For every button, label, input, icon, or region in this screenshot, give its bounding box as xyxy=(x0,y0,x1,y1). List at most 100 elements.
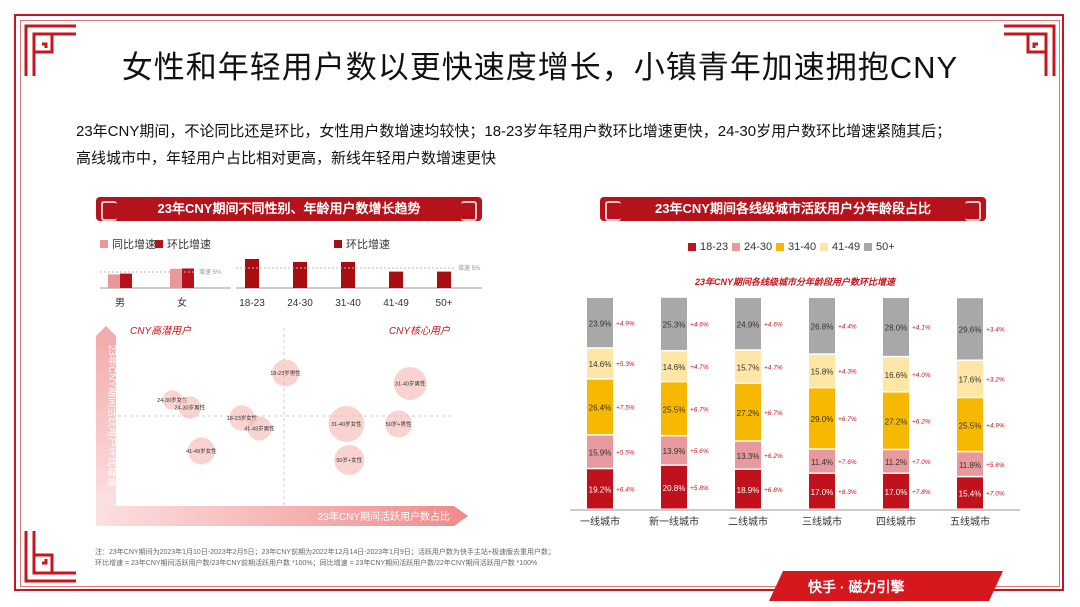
tick-label: 一线城市 xyxy=(580,515,620,528)
bubble-label: 41-49岁女性 xyxy=(186,447,217,455)
legend-swatch xyxy=(155,240,163,248)
growth-label: +5.3% xyxy=(616,361,635,368)
bubble-chart: 23年CNY期间活跃用户数占比 23年CNY期间活跃用户环比增速 CNY高潜用户 CN… xyxy=(96,325,468,526)
growth-label: +6.7% xyxy=(764,410,783,417)
legend-label: 18-23 xyxy=(700,241,729,253)
stack-segment xyxy=(587,348,613,379)
footer-brand: 快手 · 磁力引擎 xyxy=(808,579,905,595)
stack-segment xyxy=(883,392,909,449)
growth-label: +5.8% xyxy=(690,485,709,492)
bubble xyxy=(328,406,365,442)
tick-label: 24-30 xyxy=(287,298,313,309)
segment-value-label: 18.9% xyxy=(737,486,760,495)
growth-label: +3.4% xyxy=(986,327,1005,334)
growth-label: +3.2% xyxy=(986,377,1005,384)
legend-mom-age: 环比增速 xyxy=(334,236,390,252)
stack-segment xyxy=(661,436,687,465)
segment-value-label: 15.7% xyxy=(737,363,760,372)
footnote: 注：23年CNY期间为2023年1月10日-2023年2月5日；23年CNY前期… xyxy=(95,547,595,569)
segment-value-label: 13.9% xyxy=(663,447,686,456)
footnote-line: 环比增速 = 23年CNY期间活跃用户数/23年CNY前期活跃用户数 *100%… xyxy=(95,560,538,567)
bar xyxy=(293,262,307,288)
stack-segment xyxy=(587,469,613,509)
stack-segment xyxy=(957,477,983,509)
segment-value-label: 15.8% xyxy=(811,368,834,377)
growth-label: +7.8% xyxy=(912,489,931,496)
bar xyxy=(245,259,259,288)
tick-label: 男 xyxy=(115,297,125,309)
legend-label: 31-40 xyxy=(788,241,817,253)
bubble-label: 50岁+女性 xyxy=(336,456,362,464)
x-axis-label: 23年CNY期间活跃用户数占比 xyxy=(318,510,450,523)
left-chart-banner: 23年CNY期间不同性别、年龄用户数增长趋势 xyxy=(96,197,482,221)
reference-label: 增速 5% xyxy=(458,264,481,272)
stack-segment xyxy=(587,298,613,348)
bubble xyxy=(178,396,202,419)
stacked-bar-chart: 23年CNY期间各线级城市分年龄段用户数环比增速 19.2% +6.4% 15.9% +… xyxy=(570,277,1020,528)
stack-segment xyxy=(883,473,909,509)
legend-label: 同比增速 xyxy=(112,239,156,251)
segment-value-label: 15.4% xyxy=(959,490,982,499)
stack-segment xyxy=(587,379,613,435)
segment-value-label: 26.8% xyxy=(811,322,834,331)
tick-label: 五线城市 xyxy=(950,515,990,528)
stack-segment xyxy=(661,465,687,509)
bar xyxy=(108,274,120,288)
corner-ornament-icon xyxy=(24,531,76,583)
segment-value-label: 17.0% xyxy=(885,488,908,497)
growth-label: +6.7% xyxy=(690,406,709,413)
segment-value-label: 29.0% xyxy=(811,415,834,424)
legend-yoy: 同比增速 xyxy=(100,236,156,252)
right-chart-banner: 23年CNY期间各线级城市活跃用户分年龄段占比 xyxy=(600,197,986,221)
segment-value-label: 14.6% xyxy=(663,363,686,372)
legend-label: 24-30 xyxy=(744,241,773,253)
growth-label: +4.3% xyxy=(838,369,857,376)
segment-value-label: 11.4% xyxy=(811,458,833,467)
growth-label: +4.9% xyxy=(616,320,635,327)
bubble-label: 18-23岁男性 xyxy=(270,369,301,377)
stack-segment xyxy=(735,350,761,383)
stack-segment xyxy=(809,388,835,449)
stack-segment xyxy=(957,398,983,451)
x-axis-arrow xyxy=(96,506,468,526)
growth-label: +5.6% xyxy=(986,462,1005,469)
stack-segment xyxy=(587,435,613,468)
bubble xyxy=(187,437,215,465)
stack-segment xyxy=(957,298,983,360)
legend-mom: 环比增速 xyxy=(155,236,211,252)
bar xyxy=(170,268,182,288)
stack-segment xyxy=(661,351,687,381)
growth-label: +7.0% xyxy=(986,491,1005,498)
legend-label: 环比增速 xyxy=(346,239,390,251)
growth-label: +7.6% xyxy=(838,459,857,466)
corner-ornament-icon xyxy=(1004,24,1056,76)
tick-label: 50+ xyxy=(436,298,453,309)
segment-value-label: 25.5% xyxy=(663,405,686,414)
footnote-line: 注：23年CNY期间为2023年1月10日-2023年2月5日；23年CNY前期… xyxy=(95,549,555,556)
page-title: 女性和年轻用户数以更快速度增长，小镇青年加速拥抱CNY xyxy=(121,50,959,85)
segment-value-label: 20.8% xyxy=(663,484,686,493)
segment-value-label: 16.6% xyxy=(885,371,908,380)
legend-swatch xyxy=(776,243,784,251)
legend-swatch xyxy=(334,240,342,248)
growth-label: +6.2% xyxy=(764,453,783,460)
growth-label: +7.0% xyxy=(912,459,931,466)
stack-segment xyxy=(661,297,687,350)
legend-label: 41-49 xyxy=(832,241,861,253)
segment-value-label: 29.6% xyxy=(959,326,982,335)
segment-value-label: 26.4% xyxy=(589,404,612,413)
legend-swatch xyxy=(688,243,696,251)
segment-value-label: 14.6% xyxy=(589,360,612,369)
growth-label: +6.7% xyxy=(838,416,857,423)
stack-segment xyxy=(735,441,761,469)
stack-segment xyxy=(809,473,835,509)
bubble-label: 24-30岁女性 xyxy=(157,396,188,404)
legend-item: 31-40 xyxy=(776,241,816,253)
stack-segment xyxy=(735,469,761,509)
growth-label: +6.4% xyxy=(616,487,635,494)
legend-label: 环比增速 xyxy=(167,239,211,251)
bubble-label: 24-30岁男性 xyxy=(175,404,206,412)
tick-label: 三线城市 xyxy=(802,515,842,528)
bubble xyxy=(385,410,413,438)
legend-item: 50+ xyxy=(864,241,895,253)
